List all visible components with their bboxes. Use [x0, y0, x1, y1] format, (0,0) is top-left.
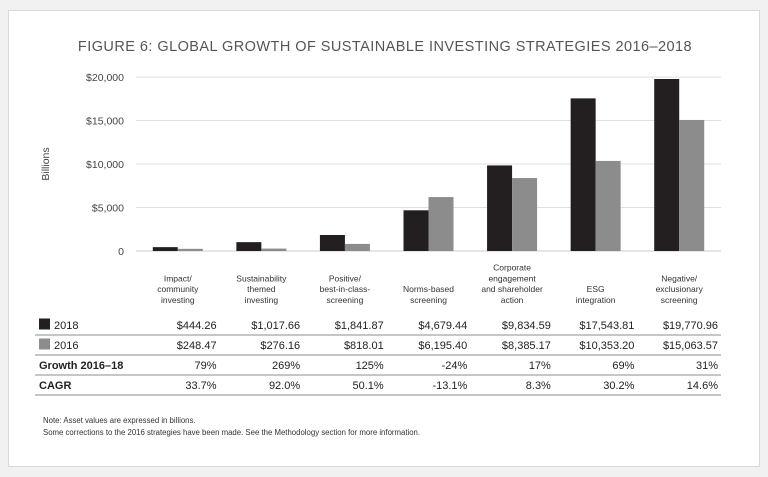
bar-2018: [319, 234, 345, 251]
table-cell: 17%: [529, 360, 551, 372]
value-label: $444.26: [177, 320, 217, 332]
chart-title: FIGURE 6: GLOBAL GROWTH OF SUSTAINABLE I…: [77, 39, 693, 55]
table-cell: 31%: [696, 360, 718, 372]
category-label: screening: [661, 295, 698, 305]
chart: 0 $5,000 $10,000 $15,000 $20,000 Billions Impa…: [35, 72, 721, 396]
chart-notes: Note: Asset values are expressed in bill…: [43, 415, 420, 439]
category-label: Norms-based: [403, 284, 454, 294]
y-tick-label: $10,000: [86, 159, 124, 171]
table-cell: 69%: [612, 360, 634, 372]
table-cell: 30.2%: [603, 380, 634, 392]
bar-2018: [152, 247, 178, 251]
table-row-label: CAGR: [39, 380, 71, 392]
category-label: Negative/: [661, 273, 698, 283]
y-tick-label: 0: [118, 246, 124, 258]
value-label: $17,543.81: [579, 320, 634, 332]
table-cell: 125%: [356, 360, 384, 372]
category-label: integration: [576, 295, 616, 305]
bar-2018: [403, 210, 429, 251]
value-label: $15,063.57: [663, 340, 718, 352]
value-label: $10,353.20: [579, 340, 634, 352]
category-label: screening: [326, 295, 363, 305]
category-label: Corporate: [493, 263, 531, 273]
bar-2016: [344, 243, 370, 251]
table-cell: -24%: [442, 360, 468, 372]
bar-2018: [570, 98, 596, 251]
table-cell: 8.3%: [526, 380, 551, 392]
y-axis-label: Billions: [40, 147, 52, 180]
table-cell: 50.1%: [353, 380, 384, 392]
value-label: $1,841.87: [335, 320, 384, 332]
bar-2018: [487, 165, 513, 251]
note-line-2: Some corrections to the 2016 strategies …: [43, 428, 421, 437]
value-label: $8,385.17: [502, 340, 551, 352]
category-label: screening: [410, 295, 447, 305]
category-label: and shareholder: [481, 284, 543, 294]
bar-2016: [679, 119, 705, 252]
table-row-label: Growth 2016–18: [39, 360, 123, 372]
legend-label: 2016: [54, 340, 78, 352]
value-label: $248.47: [177, 340, 217, 352]
category-label: community: [157, 284, 199, 294]
bar-2016: [512, 178, 538, 251]
value-label: $818.01: [344, 340, 384, 352]
category-label: exclusionary: [656, 284, 704, 294]
y-tick-label: $20,000: [86, 72, 124, 84]
value-label: $9,834.59: [502, 320, 551, 332]
category-label: ESG: [587, 284, 605, 294]
table-cell: 79%: [195, 360, 217, 372]
legend-swatch-2018: [39, 318, 50, 330]
table-cell: 33.7%: [185, 380, 216, 392]
category-label: investing: [245, 295, 279, 305]
value-label: $276.16: [260, 340, 300, 352]
bar-2018: [654, 78, 680, 251]
value-label: $6,195.40: [418, 340, 467, 352]
table-cell: -13.1%: [432, 380, 467, 392]
chart-card: FIGURE 6: GLOBAL GROWTH OF SUSTAINABLE I…: [8, 10, 760, 467]
value-label: $4,679.44: [418, 320, 467, 332]
category-label: engagement: [488, 273, 536, 283]
value-label: $1,017.66: [251, 320, 300, 332]
category-label: Positive/: [329, 273, 362, 283]
table-cell: 14.6%: [687, 380, 718, 392]
y-tick-label: $5,000: [92, 203, 124, 215]
bar-2018: [236, 242, 262, 251]
legend-label: 2018: [54, 320, 78, 332]
note-line-1: Note: Asset values are expressed in bill…: [43, 416, 196, 425]
bar-2016: [428, 197, 454, 251]
bar-2016: [177, 248, 203, 251]
category-label: themed: [247, 284, 276, 294]
table-cell: 269%: [272, 360, 300, 372]
bar-2016: [595, 160, 621, 251]
category-label: Impact/: [164, 273, 193, 283]
legend-swatch-2016: [39, 338, 50, 350]
y-tick-label: $15,000: [86, 116, 124, 128]
bar-2016: [261, 248, 287, 251]
category-label: Sustainability: [236, 273, 287, 283]
category-label: action: [501, 295, 524, 305]
table-cell: 92.0%: [269, 380, 300, 392]
category-label: best-in-class-: [320, 284, 371, 294]
category-label: investing: [161, 295, 195, 305]
value-label: $19,770.96: [663, 320, 718, 332]
